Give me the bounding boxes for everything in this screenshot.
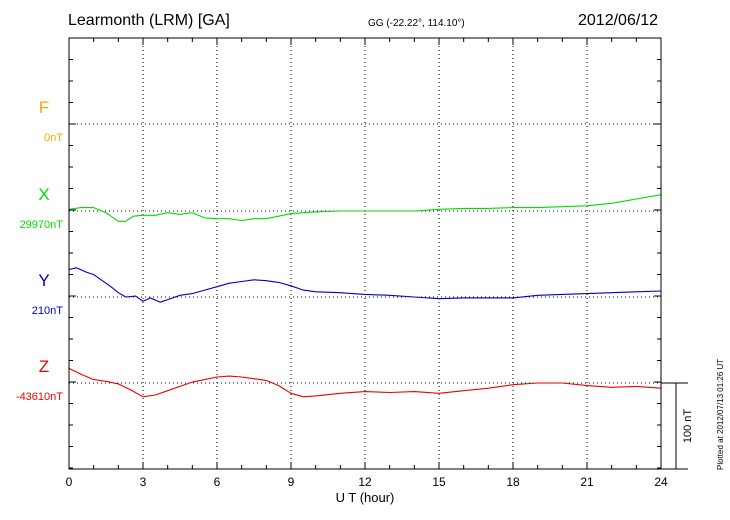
x-tick-label: 9 bbox=[288, 475, 295, 489]
series-name-y: Y bbox=[38, 271, 49, 290]
series-name-f: F bbox=[39, 98, 49, 117]
x-tick-label: 3 bbox=[140, 475, 147, 489]
series-baseline-f: 0nT bbox=[44, 132, 63, 144]
series-lines bbox=[68, 194, 662, 398]
grid bbox=[69, 38, 661, 469]
station-title: Learmonth (LRM) [GA] bbox=[68, 12, 230, 29]
x-tick-label: 21 bbox=[580, 475, 594, 489]
coordinates-label: GG (-22.22°, 114.10°) bbox=[368, 18, 465, 29]
series-line-y bbox=[68, 267, 662, 303]
date-label: 2012/06/12 bbox=[578, 12, 659, 29]
scale-bar-label: 100 nT bbox=[682, 409, 694, 444]
x-tick-label: 15 bbox=[432, 475, 446, 489]
axis-ticks: 0 3 6 9 12 15 18 21 24 U T (hour) bbox=[66, 38, 668, 505]
x-tick-label: 6 bbox=[214, 475, 221, 489]
series-labels: F 0nT X 29970nT Y 210nT Z -43610nT bbox=[16, 98, 63, 403]
x-tick-label: 0 bbox=[66, 475, 73, 489]
x-tick-label: 24 bbox=[654, 475, 668, 489]
series-baseline-y: 210nT bbox=[32, 305, 63, 317]
x-tick-label: 12 bbox=[358, 475, 372, 489]
series-name-x: X bbox=[38, 185, 49, 204]
scale-bar: 100 nT bbox=[661, 382, 694, 470]
series-line-x bbox=[68, 194, 662, 222]
x-axis-label: U T (hour) bbox=[336, 490, 395, 505]
series-name-z: Z bbox=[39, 357, 49, 376]
series-line-z bbox=[68, 367, 662, 398]
series-baseline-z: -43610nT bbox=[16, 391, 63, 403]
series-baseline-x: 29970nT bbox=[20, 219, 64, 231]
x-tick-label: 18 bbox=[506, 475, 520, 489]
